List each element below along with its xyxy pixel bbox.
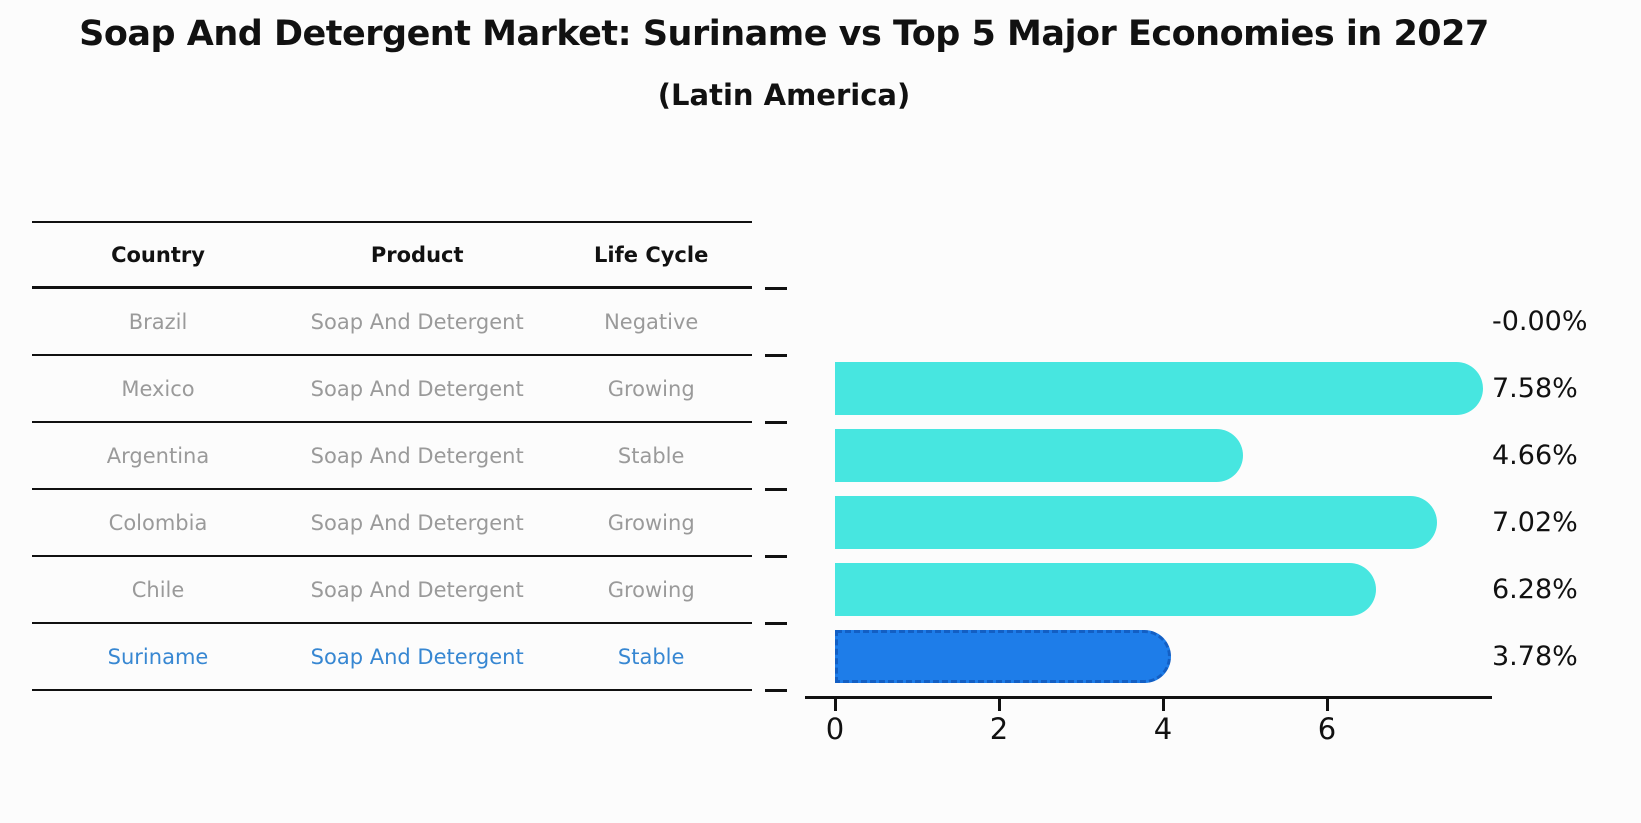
table-row-colombia: Colombia Soap And Detergent Growing xyxy=(32,490,752,557)
cell-country: Brazil xyxy=(128,309,188,334)
table-header-row: Country Product Life Cycle xyxy=(32,223,752,289)
y-tick-mark xyxy=(765,688,787,692)
table-header-country: Country xyxy=(111,242,205,267)
cell-product: Soap And Detergent xyxy=(310,376,524,401)
x-tick-2 xyxy=(997,696,1001,711)
value-label-mexico: 7.58% xyxy=(1492,372,1578,404)
value-label-argentina: 4.66% xyxy=(1492,439,1578,471)
table-row-mexico: Mexico Soap And Detergent Growing xyxy=(32,356,752,423)
table-header-product: Product xyxy=(370,242,464,267)
bar-mexico xyxy=(835,362,1483,415)
x-tick-label-0: 0 xyxy=(825,712,845,746)
bar-suriname xyxy=(835,630,1171,683)
cell-lifecycle: Stable xyxy=(617,644,685,669)
cell-country: Argentina xyxy=(106,443,210,468)
cell-lifecycle: Growing xyxy=(607,577,695,602)
y-tick-mark xyxy=(765,621,787,625)
x-tick-4 xyxy=(1161,696,1165,711)
cell-lifecycle: Negative xyxy=(604,309,699,334)
x-tick-label-6: 6 xyxy=(1317,712,1337,746)
y-tick-mark xyxy=(765,286,787,290)
y-tick-mark xyxy=(765,554,787,558)
cell-product: Soap And Detergent xyxy=(310,577,524,602)
bar-chile xyxy=(835,563,1376,616)
bar-argentina xyxy=(835,429,1244,482)
cell-lifecycle: Growing xyxy=(607,510,695,535)
cell-country: Chile xyxy=(131,577,185,602)
cell-lifecycle: Stable xyxy=(617,443,685,468)
cell-product: Soap And Detergent xyxy=(310,644,524,669)
value-label-suriname: 3.78% xyxy=(1492,640,1578,672)
cell-product: Soap And Detergent xyxy=(310,510,524,535)
cell-country: Colombia xyxy=(108,510,208,535)
cell-country: Suriname xyxy=(107,644,209,669)
cell-product: Soap And Detergent xyxy=(310,309,524,334)
y-tick-mark xyxy=(765,353,787,357)
cell-lifecycle: Growing xyxy=(607,376,695,401)
table-row-suriname: Suriname Soap And Detergent Stable xyxy=(32,624,752,691)
y-tick-mark xyxy=(765,420,787,424)
x-tick-label-4: 4 xyxy=(1153,712,1173,746)
value-label-brazil: -0.00% xyxy=(1492,305,1588,337)
cell-country: Mexico xyxy=(121,376,195,401)
x-tick-0 xyxy=(833,696,837,711)
value-label-chile: 6.28% xyxy=(1492,573,1578,605)
chart-subtitle: (Latin America) xyxy=(657,78,911,112)
table-row-chile: Chile Soap And Detergent Growing xyxy=(32,557,752,624)
value-label-colombia: 7.02% xyxy=(1492,506,1578,538)
table-header-lifecycle: Life Cycle xyxy=(594,242,709,267)
x-tick-6 xyxy=(1325,696,1329,711)
cell-product: Soap And Detergent xyxy=(310,443,524,468)
x-axis-line xyxy=(805,696,1492,699)
x-tick-label-2: 2 xyxy=(989,712,1009,746)
chart-title: Soap And Detergent Market: Suriname vs T… xyxy=(79,14,1489,54)
table-body: Brazil Soap And Detergent Negative Mexico So… xyxy=(32,289,752,691)
comparison-table: Country Product Life Cycle Brazil Soap An… xyxy=(32,221,752,691)
y-tick-mark xyxy=(765,487,787,491)
table-row-brazil: Brazil Soap And Detergent Negative xyxy=(32,289,752,356)
bar-colombia xyxy=(835,496,1437,549)
table-row-argentina: Argentina Soap And Detergent Stable xyxy=(32,423,752,490)
